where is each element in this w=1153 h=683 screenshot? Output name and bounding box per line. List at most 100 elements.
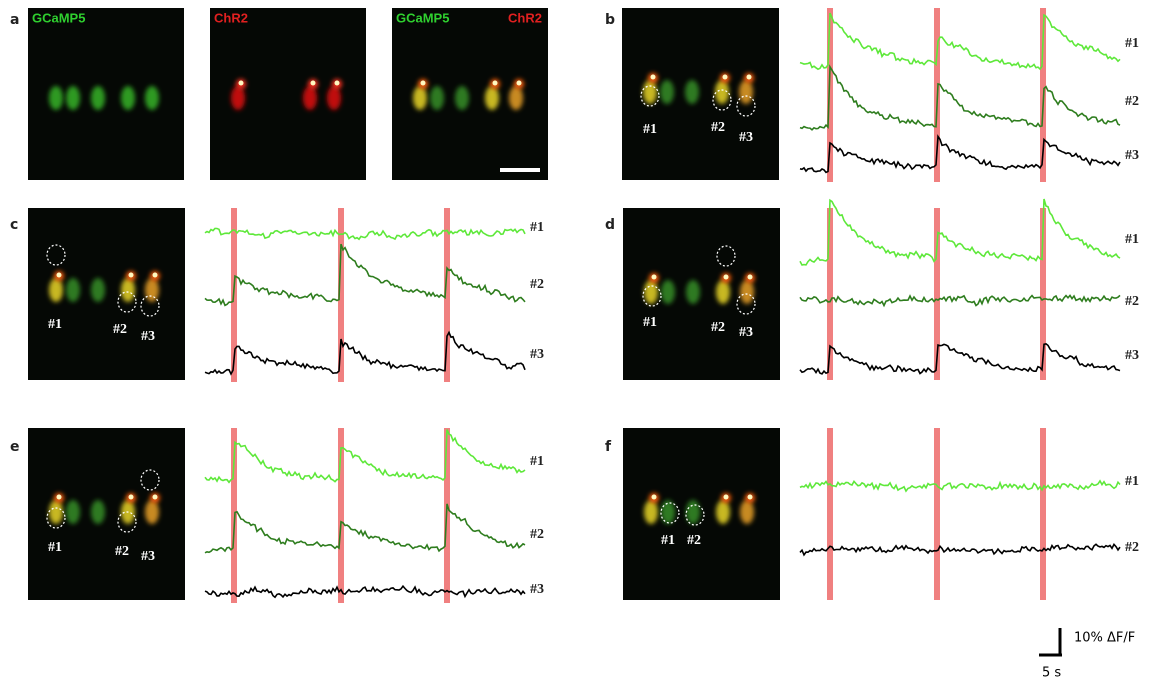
- cell: [661, 500, 675, 524]
- trace: [799, 64, 1121, 131]
- panel-letter: f: [605, 439, 612, 455]
- cell-tip-core: [651, 274, 657, 280]
- trace: [799, 543, 1121, 557]
- trace: [204, 584, 526, 599]
- cell: [66, 86, 80, 110]
- cell: [145, 86, 159, 110]
- cell: [231, 86, 245, 110]
- cell: [644, 500, 658, 524]
- cell-label: #3: [141, 329, 155, 344]
- trace-label: #2: [1125, 540, 1139, 555]
- cell: [49, 500, 63, 524]
- cell: [121, 86, 135, 110]
- cell-tip-core: [516, 80, 522, 86]
- cell-tip-core: [746, 74, 752, 80]
- panel-letter: c: [10, 217, 18, 233]
- roi-circle: [642, 285, 662, 307]
- cell-label: #2: [687, 533, 701, 548]
- trace: [799, 294, 1121, 308]
- scale-amplitude: 10% ΔF/F: [1074, 631, 1135, 646]
- trace: [799, 12, 1121, 71]
- cell: [686, 280, 700, 304]
- roi-circle: [685, 504, 705, 526]
- roi-circle: [736, 293, 756, 315]
- cell-tip-core: [152, 494, 158, 500]
- trace-label: #2: [530, 277, 544, 292]
- cell: [716, 500, 730, 524]
- panel-letter: b: [605, 12, 615, 28]
- cell-tip-core: [650, 74, 656, 80]
- cell-label: #1: [48, 317, 62, 332]
- roi-circle: [140, 469, 160, 491]
- cell-label: #2: [113, 322, 127, 337]
- cell: [716, 280, 730, 304]
- cell-label: #1: [661, 533, 675, 548]
- roi-circle: [716, 245, 736, 267]
- image-label: GCaMP5: [396, 10, 449, 25]
- cell: [661, 280, 675, 304]
- trace-label: #3: [530, 347, 544, 362]
- panel-letter: e: [10, 439, 20, 455]
- cell: [49, 278, 63, 302]
- stim-bar: [1040, 208, 1046, 380]
- cell-label: #1: [48, 540, 62, 555]
- trace: [204, 227, 526, 241]
- cell: [145, 278, 159, 302]
- trace-label: #1: [1125, 36, 1139, 51]
- stim-bar: [827, 208, 833, 380]
- cell-label: #3: [141, 549, 155, 564]
- cell-tip-core: [310, 80, 316, 86]
- trace-label: #3: [530, 582, 544, 597]
- trace-label: #1: [1125, 232, 1139, 247]
- trace: [799, 479, 1121, 493]
- trace: [799, 198, 1121, 266]
- trace-label: #2: [1125, 294, 1139, 309]
- cell: [303, 86, 317, 110]
- roi-circle: [117, 291, 137, 313]
- stim-bar: [231, 428, 237, 603]
- cell-tip-core: [128, 494, 134, 500]
- panel-letter: a: [10, 12, 19, 28]
- cell: [327, 86, 341, 110]
- image-label: ChR2: [214, 10, 248, 25]
- cell-label: #3: [739, 325, 753, 340]
- stim-bar: [934, 428, 940, 600]
- cell-tip-core: [651, 494, 657, 500]
- cell-label: #2: [711, 120, 725, 135]
- cell-tip-core: [334, 80, 340, 86]
- cell: [430, 86, 444, 110]
- cell: [740, 280, 754, 304]
- cell: [145, 500, 159, 524]
- cell: [740, 500, 754, 524]
- roi-circle: [140, 295, 160, 317]
- cell: [66, 500, 80, 524]
- stim-bar: [827, 428, 833, 600]
- cell: [485, 86, 499, 110]
- roi-circle: [117, 511, 137, 533]
- scale-time: 5 s: [1042, 666, 1061, 681]
- image-label: ChR2: [508, 10, 542, 25]
- image-label: GCaMP5: [32, 10, 85, 25]
- cell-tip-core: [420, 80, 426, 86]
- cell: [413, 86, 427, 110]
- roi-circle: [46, 244, 66, 266]
- trace-label: #1: [1125, 474, 1139, 489]
- cell: [685, 80, 699, 104]
- cell-tip-core: [152, 272, 158, 278]
- cell: [739, 80, 753, 104]
- cell-tip-core: [722, 74, 728, 80]
- roi-circle: [46, 507, 66, 529]
- cell: [91, 86, 105, 110]
- stim-bar: [338, 208, 344, 382]
- cell-tip-core: [492, 80, 498, 86]
- trace-label: #1: [530, 454, 544, 469]
- trace-label: #1: [530, 220, 544, 235]
- roi-circle: [640, 85, 660, 107]
- cell-label: #1: [643, 315, 657, 330]
- cell-label: #2: [711, 320, 725, 335]
- cell: [644, 280, 658, 304]
- stim-bar: [1040, 428, 1046, 600]
- cell-tip-core: [747, 274, 753, 280]
